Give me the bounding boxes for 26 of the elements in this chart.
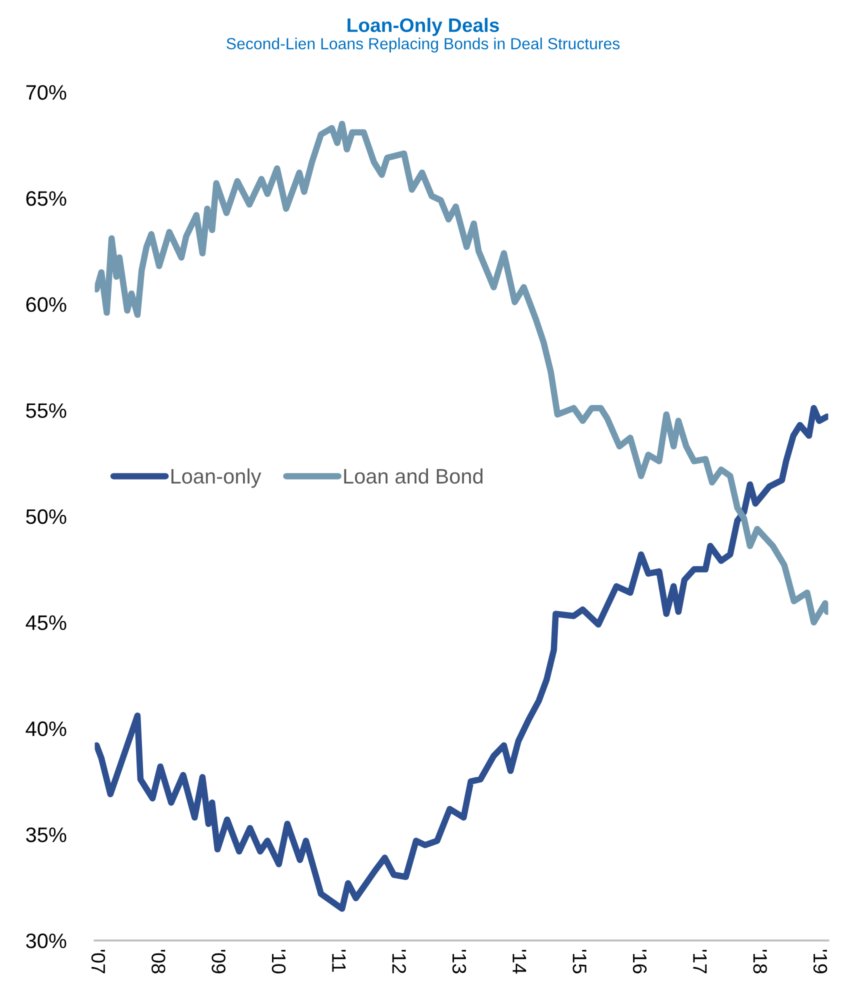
y-tick-label: 50% [26, 509, 66, 524]
legend-label: Loan and Bond [344, 468, 482, 484]
x-tick-label: '14 [512, 950, 526, 974]
x-tick-label: '16 [632, 950, 647, 974]
y-tick-label: 35% [26, 827, 66, 842]
y-tick-label: 60% [26, 297, 66, 312]
legend-label: Loan-only [171, 468, 262, 488]
y-tick-label: 55% [26, 403, 66, 418]
x-tick-label: '17 [693, 950, 707, 974]
y-tick-label: 40% [26, 721, 66, 736]
x-tick-label: '11 [332, 950, 346, 972]
x-tick-label: '19 [813, 950, 828, 974]
y-tick-label: 70% [26, 85, 66, 100]
x-tick-label: '10 [272, 950, 286, 974]
y-tick-label: 30% [26, 934, 66, 948]
chart-subtitle: Second-Lien Loans Replacing Bonds in Deal Structures [226, 38, 620, 53]
x-tick-label: '09 [212, 950, 226, 974]
x-tick-label: '08 [152, 950, 166, 974]
x-tick-label: '15 [572, 950, 586, 974]
y-tick-label: 45% [26, 615, 66, 630]
x-tick-label: '13 [452, 950, 466, 974]
x-tick-label: '12 [392, 950, 406, 974]
x-tick-label: '07 [91, 950, 106, 974]
chart-title: Loan-Only Deals [348, 18, 499, 36]
y-tick-label: 65% [26, 191, 66, 206]
x-tick-label: '18 [753, 950, 767, 974]
